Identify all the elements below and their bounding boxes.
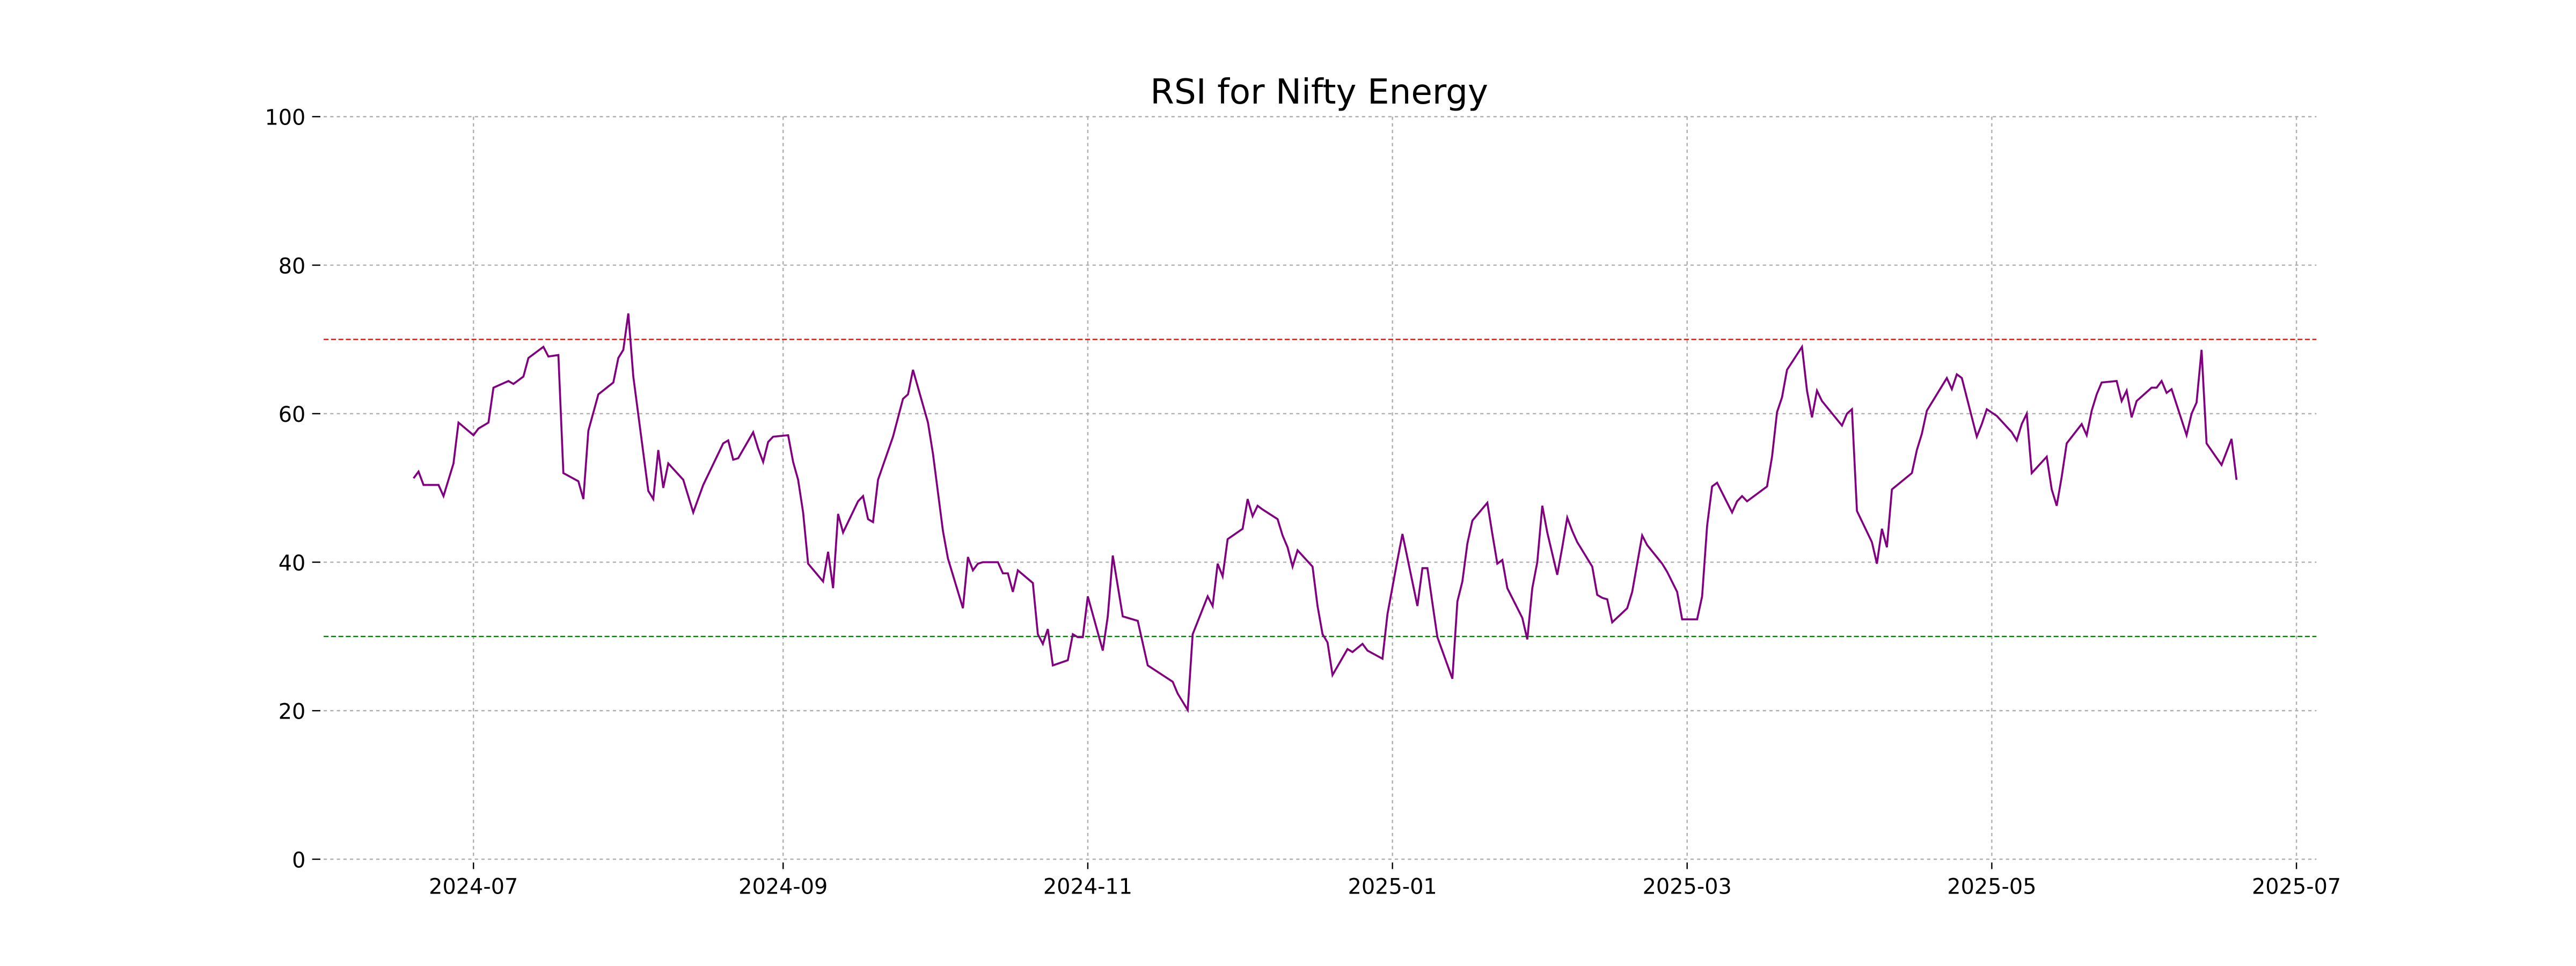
x-tick-label: 2024-07	[429, 874, 518, 899]
y-tick-label: 80	[279, 254, 306, 279]
y-tick-label: 0	[292, 848, 305, 873]
x-tick-label: 2025-01	[1348, 874, 1437, 899]
x-tick-label: 2025-05	[1947, 874, 2036, 899]
x-tick-label: 2025-03	[1643, 874, 1732, 899]
x-tick-label: 2024-09	[738, 874, 828, 899]
chart-title: RSI for Nifty Energy	[1150, 72, 1488, 112]
y-tick-label: 60	[279, 402, 306, 427]
y-tick-label: 40	[279, 551, 306, 576]
y-tick-label: 20	[279, 700, 306, 724]
rsi-line	[413, 313, 2238, 713]
x-tick-label: 2025-07	[2252, 874, 2341, 899]
x-tick-label: 2024-11	[1043, 874, 1132, 899]
y-tick-label: 100	[265, 106, 305, 130]
